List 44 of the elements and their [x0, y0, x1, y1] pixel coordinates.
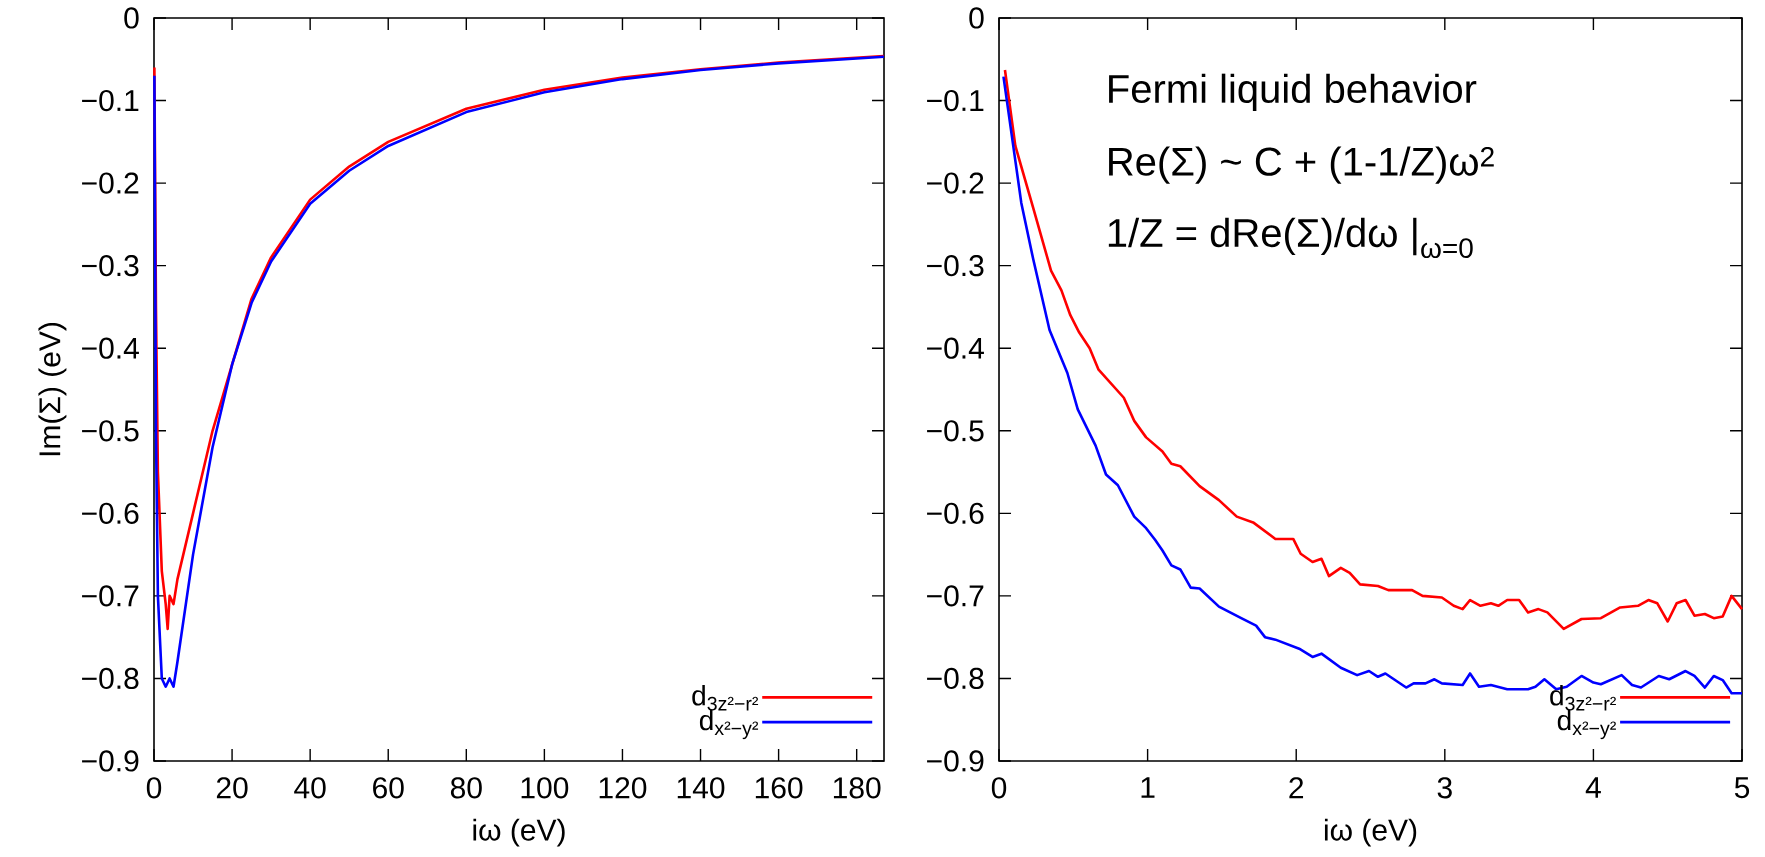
legend-label: d$_{3z²−r²}$: [692, 684, 759, 711]
x-tick-label: 60: [373, 777, 404, 799]
x-tick-label: 1: [1141, 777, 1155, 798]
y-tick-label: −0.3: [927, 255, 984, 277]
x-tick-label: 160: [755, 777, 803, 799]
y-tick-label: −0.8: [927, 667, 984, 690]
y-tick-label: −0.3: [82, 255, 139, 277]
y-tick-label: −0.6: [927, 502, 984, 524]
y-tick-label: −0.4: [927, 337, 984, 359]
y-tick-label: −0.4: [82, 337, 139, 359]
y-tick-label: −0.1: [927, 89, 984, 112]
y-tick-label: 0: [969, 7, 984, 29]
y-tick-label: −0.5: [927, 420, 984, 442]
y-tick-label: −0.5: [82, 420, 139, 442]
y-tick-label: −0.8: [82, 667, 139, 690]
y-tick-label: −0.7: [82, 585, 139, 607]
x-tick-label: 120: [599, 777, 647, 799]
x-tick-label: 0: [991, 777, 1007, 799]
y-tick-label: −0.7: [927, 585, 984, 607]
x-tick-label: 5: [1734, 777, 1750, 799]
x-tick-label: 140: [677, 777, 725, 799]
annotation: Fermi liquid behavior: [1109, 73, 1477, 111]
x-tick-label: 20: [216, 777, 248, 799]
y-tick-label: −0.9: [927, 750, 984, 772]
y-tick-label: 0: [124, 7, 139, 29]
x-tick-label: 180: [833, 777, 881, 799]
y-tick-label: −0.9: [82, 750, 139, 772]
y-tick-label: −0.2: [927, 172, 984, 194]
x-tick-label: 2: [1289, 777, 1304, 799]
x-tick-label: 40: [294, 777, 326, 799]
x-tick-label: 3: [1437, 777, 1452, 799]
y-tick-label: −0.6: [82, 502, 139, 524]
annotation: Re(Σ) ~ C + (1-1/Z)ω$^{2}$: [1109, 146, 1494, 184]
legend-label: d$_{3z²−r²}$: [1550, 684, 1616, 711]
x-tick-label: 100: [521, 777, 569, 799]
x-tick-label: 0: [146, 777, 162, 799]
y-tick-label: −0.2: [82, 172, 139, 194]
x-axis-title: iω (eV): [1324, 818, 1417, 847]
x-tick-label: 80: [450, 777, 482, 799]
annotation: 1/Z = dRe(Σ)/dω |$_{ω=0}$: [1108, 217, 1473, 259]
x-tick-label: 4: [1585, 777, 1601, 798]
y-tick-label: −0.1: [82, 89, 139, 112]
x-axis-title: iω (eV): [473, 818, 565, 847]
y-axis-title: Im(Σ) (eV): [38, 322, 67, 456]
